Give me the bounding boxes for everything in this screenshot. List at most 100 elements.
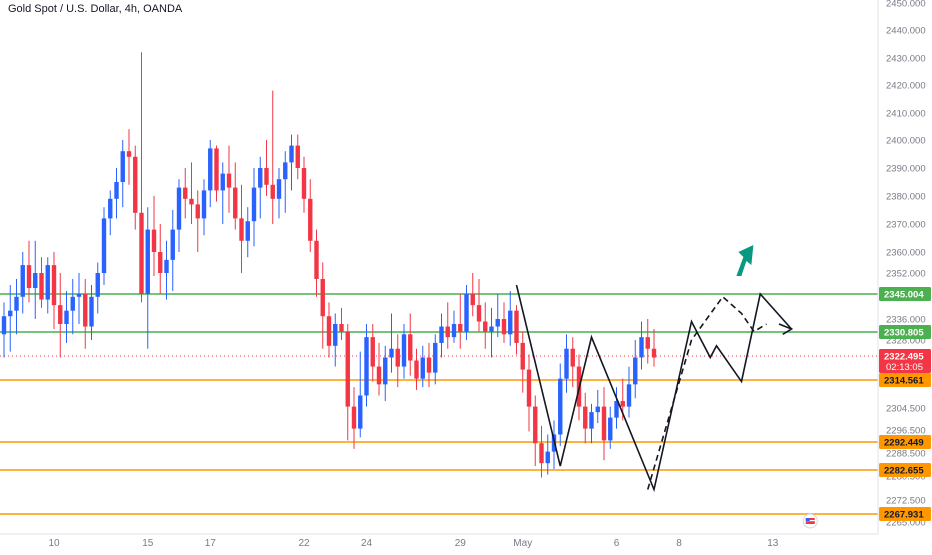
candle-body (108, 198, 113, 219)
candle-body (76, 294, 82, 297)
candle-body (258, 168, 263, 188)
candle-body (145, 229, 150, 295)
candle-body (101, 218, 107, 273)
candle-body (464, 294, 469, 332)
candle-body (601, 406, 607, 441)
candle-body (276, 179, 282, 199)
candle-body (239, 218, 244, 241)
x-tick-label: 13 (767, 538, 779, 549)
candles (1, 52, 657, 478)
y-tick-label: 2352.000 (886, 269, 926, 280)
candle-body (358, 395, 363, 429)
candle-body (633, 357, 638, 385)
candle-body (376, 366, 382, 385)
x-tick-label: 17 (205, 538, 217, 549)
candle-body (370, 337, 375, 367)
horizontal-levels (0, 293, 878, 515)
level-badge-label: 2267.931 (884, 510, 924, 521)
candle-body (526, 369, 532, 407)
y-tick-label: 2400.000 (886, 136, 926, 147)
candle-body (489, 326, 494, 332)
flag-canton (805, 518, 810, 521)
y-tick-label: 2370.000 (886, 220, 926, 231)
level-badge (879, 287, 931, 301)
price-axis-bg (878, 0, 932, 550)
candle-body (445, 326, 450, 338)
y-tick-label: 2304.500 (886, 404, 926, 415)
candle-body (389, 348, 394, 358)
candle-body (508, 310, 513, 335)
candle-body (170, 229, 175, 260)
last-price-badge (879, 349, 931, 373)
flag-stripe-white (805, 520, 815, 522)
candle-body (570, 348, 575, 367)
candle-body (133, 156, 138, 213)
candle-body (583, 406, 588, 429)
candle-body (433, 342, 438, 373)
x-tick-label: 8 (676, 538, 682, 549)
x-tick-label: May (513, 538, 532, 549)
candle-body (20, 265, 25, 297)
candle-body (426, 357, 432, 373)
candle-body (139, 212, 144, 295)
candle-body (476, 305, 482, 322)
candle-body (83, 294, 88, 327)
candle-body (301, 168, 307, 199)
level-badge-label: 2345.004 (884, 290, 924, 301)
candle-body (395, 348, 400, 367)
candle-body (320, 279, 325, 317)
y-tick-label: 2440.000 (886, 26, 926, 37)
candle-body (183, 187, 188, 199)
candle-body (120, 151, 125, 182)
candle-body (533, 406, 538, 444)
candle-body (8, 310, 13, 317)
candle-body (451, 324, 457, 338)
level-badge-label: 2292.449 (884, 438, 924, 449)
x-tick-label: 10 (48, 538, 60, 549)
candle-body (501, 319, 507, 335)
level-badge (879, 435, 931, 449)
candle-body (539, 443, 544, 464)
candle-body (420, 357, 425, 379)
candle-body (195, 204, 200, 219)
candle-body (176, 187, 182, 230)
candle-body (289, 145, 294, 163)
candle-body (233, 187, 238, 219)
y-tick-label: 2390.000 (886, 164, 926, 175)
candle-body (51, 265, 57, 306)
level-badge (879, 507, 931, 521)
candle-body (58, 305, 63, 325)
candle-body (295, 145, 300, 168)
y-tick-label: 2410.000 (886, 109, 926, 120)
candle-body (26, 265, 32, 289)
candle-body (201, 190, 207, 219)
last-price-label: 2322.495 (884, 352, 924, 363)
x-tick-label: 6 (614, 538, 620, 549)
drawings (515, 245, 794, 493)
candle-body (314, 240, 319, 280)
y-tick-label: 2272.500 (886, 496, 926, 507)
candle-body (283, 162, 288, 180)
candle-body (164, 259, 169, 273)
candle-body (401, 334, 407, 367)
candle-body (126, 151, 132, 157)
y-tick-label: 2430.000 (886, 54, 926, 65)
level-badge (879, 373, 931, 387)
candle-body (264, 168, 269, 185)
candle-body (270, 184, 275, 199)
candle-body (589, 412, 594, 429)
candle-body (64, 310, 69, 325)
x-tick-label: 15 (142, 538, 154, 549)
candle-body (308, 198, 313, 241)
candle-body (158, 252, 163, 273)
candle-body (545, 451, 550, 464)
candle-body (626, 384, 632, 407)
candle-body (651, 348, 657, 358)
candle-body (614, 401, 619, 418)
candle-body (339, 324, 344, 332)
y-tick-label: 2360.000 (886, 248, 926, 259)
candle-body (70, 296, 75, 311)
candle-body (439, 326, 444, 343)
